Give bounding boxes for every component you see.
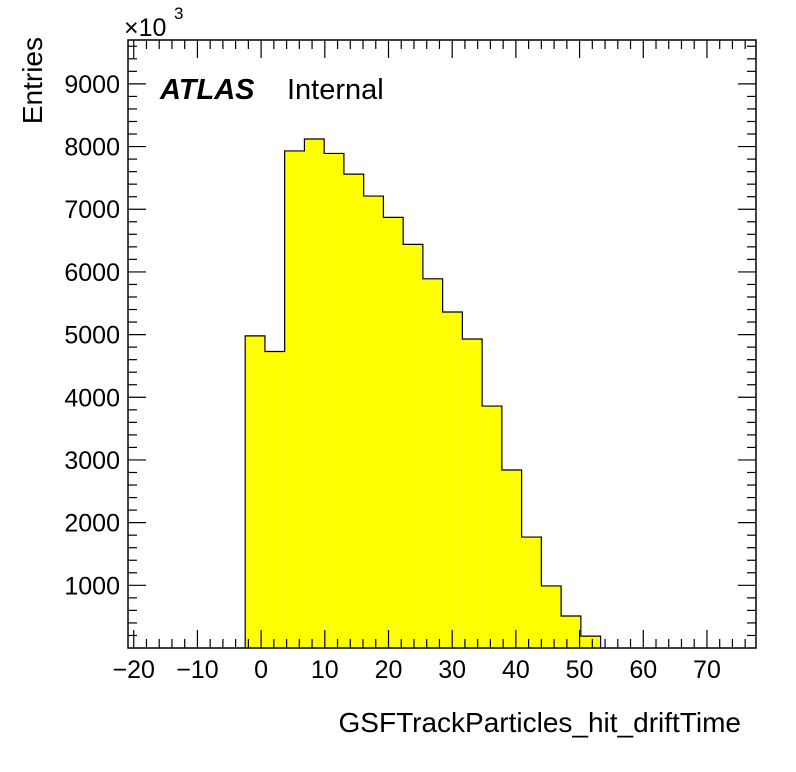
atlas-label: ATLAS [159, 74, 255, 106]
histogram-bin [442, 312, 463, 648]
histogram-bin [541, 585, 562, 648]
histogram-bin [343, 174, 364, 648]
y-axis-multiplier: ×10 [124, 14, 166, 42]
histogram-bin [561, 616, 581, 648]
x-tick-labels: −20 −10 0 10 20 30 40 50 60 70 [113, 656, 721, 684]
x-tick-label: 40 [502, 656, 530, 684]
histogram-bin [462, 338, 483, 648]
x-tick-label: 20 [375, 656, 403, 684]
plot-frame [127, 39, 757, 649]
y-axis-title: Entries [17, 37, 48, 124]
x-axis-title: GSFTrackParticles_hit_driftTime [339, 707, 741, 738]
atlas-status-label: Internal [287, 74, 384, 106]
histogram-bin [403, 244, 423, 649]
x-tick-label: 50 [566, 656, 594, 684]
y-tick-label: 1000 [64, 572, 120, 600]
x-tick-label: 60 [629, 656, 657, 684]
histogram-outline [244, 138, 602, 648]
x-tick-label: 30 [438, 656, 466, 684]
histogram-bin [284, 150, 305, 648]
histogram-bin [521, 537, 542, 648]
histogram-bin [422, 278, 443, 648]
histogram-bin [245, 335, 265, 648]
histogram-bin [363, 196, 384, 649]
y-tick-label: 6000 [64, 259, 120, 287]
axis-ticks [128, 40, 756, 648]
y-tick-label: 4000 [64, 384, 120, 412]
y-tick-label: 2000 [64, 510, 120, 538]
y-tick-label: 8000 [64, 134, 120, 162]
x-tick-label: −20 [113, 656, 155, 684]
histogram-bin [304, 139, 325, 649]
y-axis-multiplier-exponent: 3 [174, 4, 183, 23]
histogram-bars [245, 139, 601, 649]
histogram-bin [501, 469, 522, 648]
x-tick-label: 70 [693, 656, 721, 684]
histogram-bin [580, 636, 601, 648]
histogram-bin [383, 217, 404, 649]
x-tick-label: −10 [176, 656, 218, 684]
y-tick-label: 3000 [64, 447, 120, 475]
y-tick-label: 5000 [64, 322, 120, 350]
y-tick-labels: 1000 2000 3000 4000 5000 6000 7000 8000 9000 [64, 71, 120, 600]
y-tick-label: 7000 [64, 196, 120, 224]
x-tick-label: 0 [254, 656, 268, 684]
y-tick-label: 9000 [64, 71, 120, 99]
histogram-bin [264, 351, 285, 648]
histogram-bin [324, 153, 344, 649]
x-tick-label: 10 [311, 656, 339, 684]
histogram-bin [482, 406, 502, 648]
